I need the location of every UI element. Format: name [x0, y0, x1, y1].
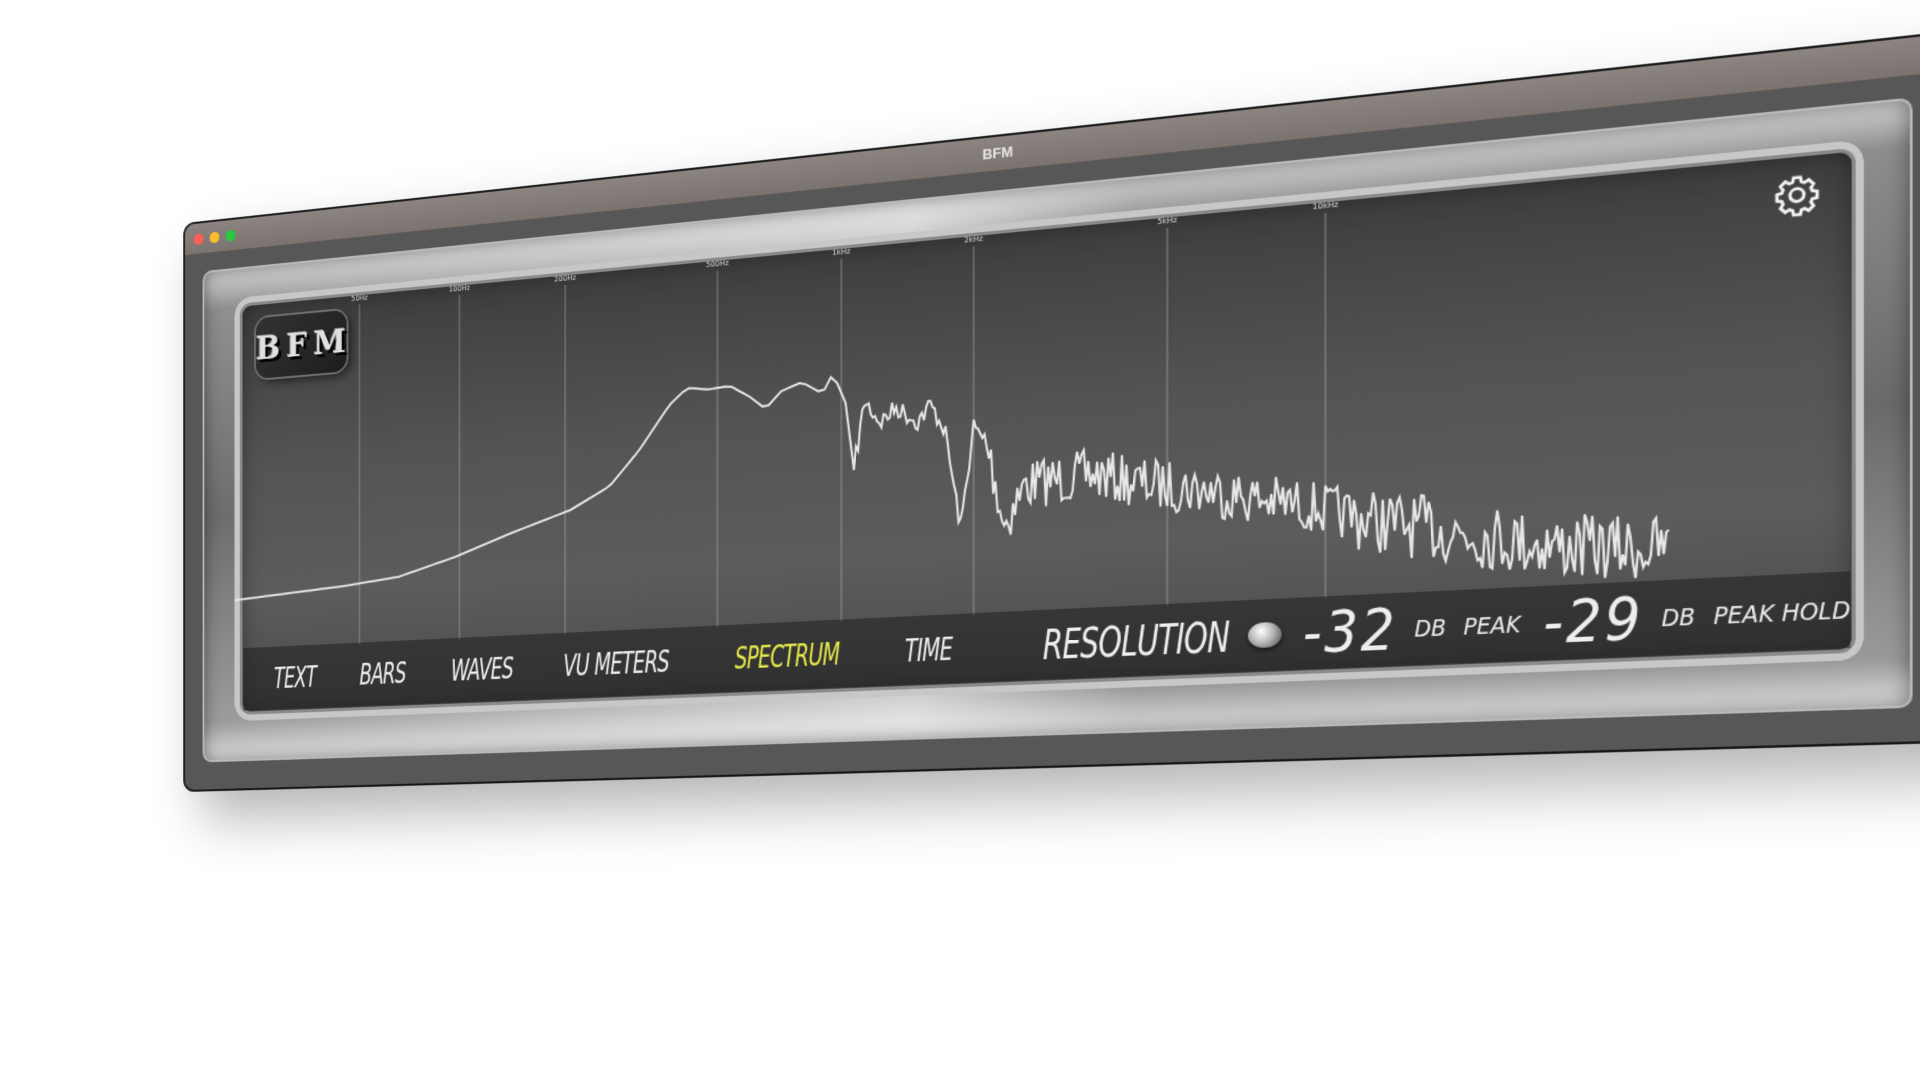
level-readout: -32 — [1303, 595, 1398, 667]
tick-label-200hz: 200Hz — [554, 273, 576, 284]
tick-label-50hz: 50Hz — [351, 293, 368, 303]
mode-time-button[interactable]: TIME — [905, 630, 952, 669]
mode-bars-button[interactable]: BARS — [359, 655, 405, 691]
mode-spectrum-button[interactable]: SPECTRUM — [734, 636, 839, 676]
mode-text-button[interactable]: TEXT — [274, 659, 316, 694]
app-window: BFM 50Hz 100Hz 200Hz 500Hz 1kHz 2kHz 5kH… — [185, 25, 1920, 790]
tick-label-5khz: 5kHz — [1157, 215, 1177, 226]
tick-label-10khz: 10kHz — [1312, 200, 1338, 212]
resolution-knob[interactable] — [1248, 622, 1281, 649]
bfm-logo: BFM — [256, 310, 347, 379]
gear-icon — [1773, 171, 1821, 220]
peak-unit: DB — [1661, 602, 1695, 633]
tick-label-1khz: 1kHz — [832, 247, 851, 258]
level-unit: DB — [1414, 613, 1446, 643]
frequency-grid — [359, 213, 1325, 645]
mode-vu-meters-button[interactable]: VU METERS — [564, 643, 670, 683]
peak-hold-button[interactable]: PEAK HOLD — [1713, 595, 1850, 630]
peak-readout: -29 — [1543, 584, 1644, 658]
resolution-label: RESOLUTION — [1042, 611, 1229, 669]
tick-label-2khz: 2kHz — [964, 234, 983, 245]
spectrum-display: 50Hz 100Hz 200Hz 500Hz 1kHz 2kHz 5kHz 10… — [234, 139, 1863, 721]
mode-waves-button[interactable]: WAVES — [451, 650, 513, 687]
settings-button[interactable] — [1773, 171, 1821, 220]
peak-label[interactable]: PEAK — [1463, 610, 1520, 641]
tick-label-100hz: 100Hz — [449, 283, 470, 293]
tick-label-500hz: 500Hz — [706, 259, 729, 270]
